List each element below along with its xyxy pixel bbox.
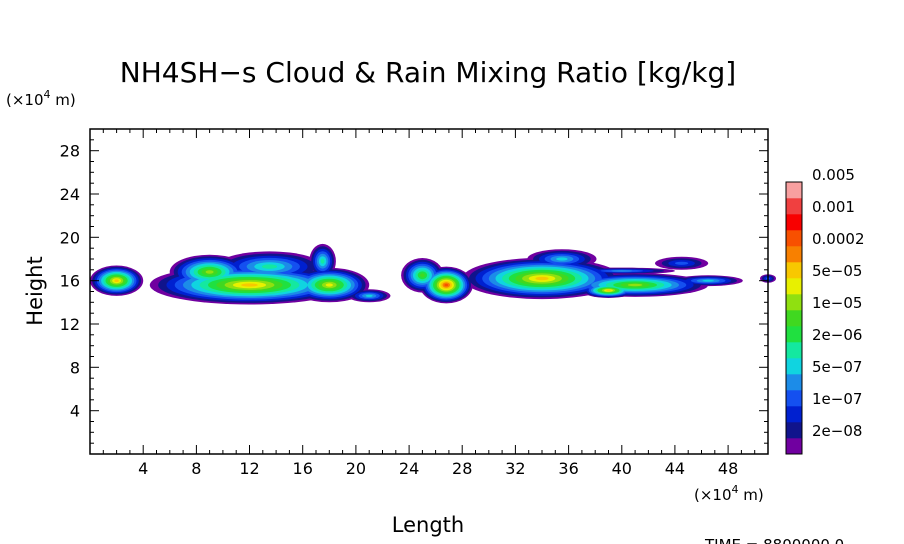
colorbar-swatch-5 (786, 358, 802, 375)
x-tick-label-1: 8 (191, 459, 201, 478)
x-tick-label-0: 4 (138, 459, 148, 478)
colorbar-swatch-3 (786, 390, 802, 407)
colorbar-label-3: 2e−06 (812, 326, 862, 344)
x-tick-label-5: 24 (399, 459, 419, 478)
y-tick-label-2: 12 (60, 315, 80, 334)
x-tick-label-10: 44 (665, 459, 685, 478)
colorbar-label-2: 5e−07 (812, 358, 862, 376)
contour-blob-12-level-11 (606, 289, 611, 292)
x-axis: 4 8 12 16 20 24 28 32 36 40 44 48 (102, 129, 756, 478)
colorbar-swatch-10 (786, 278, 802, 295)
x-unit-label: (×104 m) (694, 483, 764, 504)
x-tick-label-7: 32 (505, 459, 525, 478)
contour-blob-13-level-5 (702, 279, 714, 282)
x-tick-label-9: 40 (612, 459, 632, 478)
contour-blob-14-level-4 (611, 270, 633, 272)
y-tick-label-4: 20 (60, 228, 80, 247)
y-axis-label: Height (23, 256, 47, 325)
colorbar-label-7: 0.001 (812, 198, 855, 216)
y-unit-label: (×104 m) (6, 88, 76, 109)
colorbar-label-6: 0.0002 (812, 230, 865, 248)
y-tick-label-3: 16 (60, 272, 80, 291)
contour-blob-10-level-5 (556, 257, 568, 261)
y-tick-label-5: 24 (60, 185, 80, 204)
colorbar-swatch-8 (786, 310, 802, 327)
colorbar-swatch-6 (786, 342, 802, 359)
colorbar-frame (785, 181, 803, 455)
x-axis-label: Length (392, 513, 464, 537)
colorbar-swatch-12 (786, 246, 802, 263)
contour-blob-11-level-9 (627, 283, 643, 287)
y-axis: 4 8 12 16 20 24 28 (60, 139, 768, 444)
colorbar-swatch-0 (786, 438, 802, 455)
contour-blob-5-level-10 (325, 283, 333, 287)
y-tick-label-1: 8 (70, 358, 80, 377)
x-tick-label-2: 12 (239, 459, 259, 478)
colorbar-swatch-16 (786, 182, 802, 199)
y-tick-label-6: 28 (60, 142, 80, 161)
contour-blob-0-level-11 (114, 279, 119, 283)
contour-blob-6-level-5 (365, 294, 373, 297)
colorbar-label-5: 5e−05 (812, 262, 862, 280)
contour-blob-9-level-11 (535, 276, 549, 281)
contour-blob-3-level-6 (261, 264, 278, 269)
x-tick-label-4: 20 (346, 459, 366, 478)
colorbar-label-4: 1e−05 (812, 294, 862, 312)
colorbar-swatch-1 (786, 422, 802, 439)
x-tick-label-11: 48 (718, 459, 738, 478)
colorbar-swatch-11 (786, 262, 802, 279)
colorbar-swatch-2 (786, 406, 802, 423)
contour-blob-7-level-8 (420, 273, 425, 278)
colorbar-swatch-15 (786, 198, 802, 215)
colorbar-swatch-14 (786, 214, 802, 231)
colorbar-label-8: 0.005 (812, 166, 855, 184)
time-label: TIME = 8800000.0 (704, 536, 844, 544)
contour-blob-8-level-13 (444, 283, 449, 287)
plot-area (90, 243, 776, 305)
y-tick-label-0: 4 (70, 402, 80, 421)
contour-blob-4-level-6 (320, 258, 325, 264)
contour-blob-1-level-11 (241, 283, 258, 287)
x-tick-label-8: 36 (558, 459, 578, 478)
colorbar: 2e−08 1e−07 5e−07 2e−06 1e−05 5e−05 0.0002 0.00… (785, 166, 865, 455)
colorbar-swatch-9 (786, 294, 802, 311)
contour-blob-2-level-9 (205, 270, 214, 274)
x-tick-label-6: 28 (452, 459, 472, 478)
chart-title: NH4SH−s Cloud & Rain Mixing Ratio [kg/kg… (120, 56, 736, 89)
colorbar-label-1: 1e−07 (812, 390, 862, 408)
contour-blob-15-level-3 (675, 261, 689, 265)
colorbar-swatch-13 (786, 230, 802, 247)
colorbar-swatch-7 (786, 326, 802, 343)
x-tick-label-3: 16 (293, 459, 313, 478)
colorbar-swatch-4 (786, 374, 802, 391)
colorbar-label-0: 2e−08 (812, 422, 862, 440)
